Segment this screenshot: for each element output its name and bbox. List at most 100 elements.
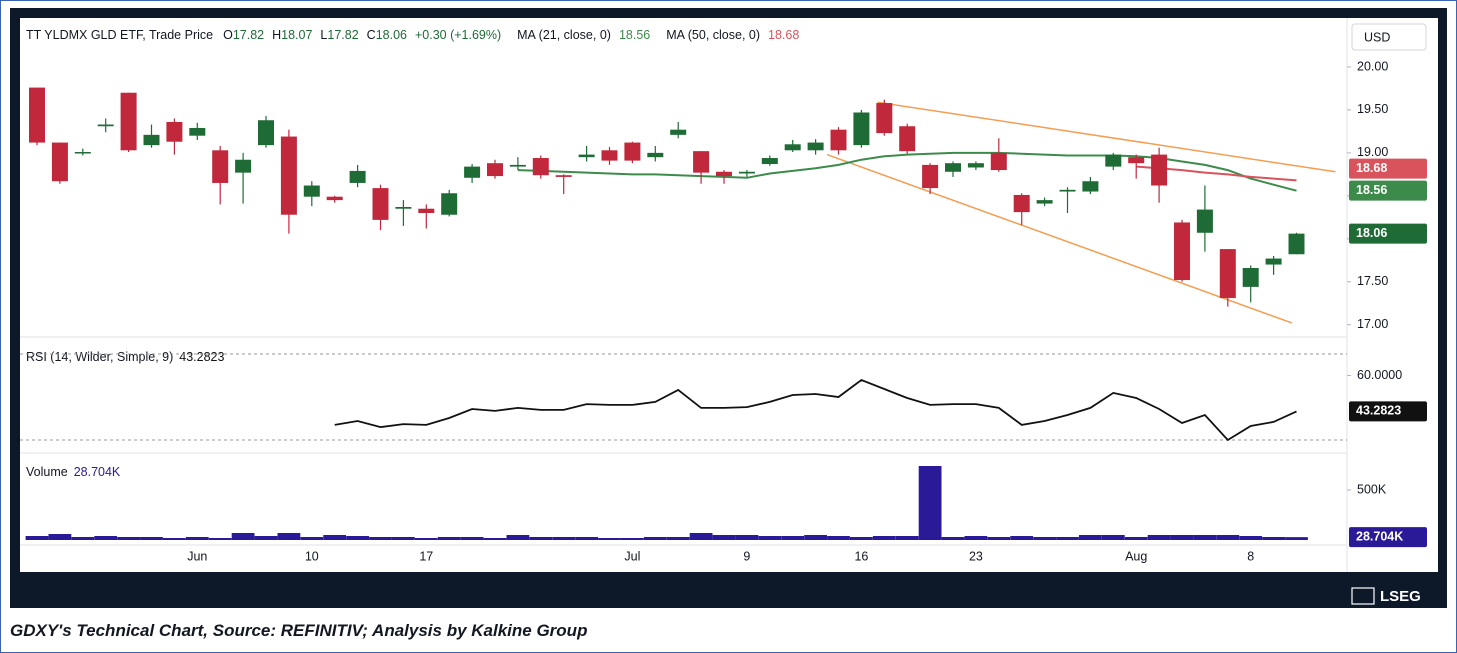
candle-body	[532, 158, 549, 176]
last-value-box	[1349, 180, 1427, 201]
candle-body	[922, 164, 939, 189]
brand: LSEG	[1380, 588, 1421, 605]
y-tick-label: 19.50	[1357, 102, 1388, 116]
volume-bar	[1147, 535, 1171, 540]
volume-bar	[117, 537, 140, 540]
candle-body	[372, 188, 389, 220]
volume-bar	[552, 537, 576, 540]
candle-body	[1128, 157, 1145, 164]
legend-name: MA (50, close, 0)	[666, 28, 760, 42]
brand-logo: LSEG	[1351, 587, 1421, 605]
volume-bar	[323, 535, 347, 540]
ohlc-value: 17.82	[327, 28, 358, 42]
legend-title: RSI (14, Wilder, Simple, 9)	[26, 350, 173, 364]
volume-bar	[254, 536, 278, 540]
candle-body	[555, 175, 572, 177]
x-tick-label: Aug	[1125, 549, 1147, 563]
candle-body	[1036, 200, 1053, 204]
legend-title: TT YLDMX GLD ETF, Trade Price	[26, 28, 213, 42]
volume-bar	[804, 535, 827, 540]
volume-bar	[712, 535, 736, 540]
y-tick-label: 19.00	[1357, 145, 1388, 159]
change: +0.30 (+1.69%)	[415, 28, 501, 42]
last-value-label: 18.68	[1356, 161, 1387, 175]
last-value-label: 28.704K	[1356, 529, 1403, 543]
volume-bar	[1056, 537, 1079, 540]
trendline	[877, 101, 1336, 173]
indicator-line	[334, 378, 1297, 442]
caption: GDXY's Technical Chart, Source: REFINITI…	[10, 621, 587, 640]
volume-bar	[1033, 537, 1056, 540]
volume-bar	[392, 537, 415, 540]
volume-bar	[529, 537, 553, 540]
candle-body	[1288, 233, 1305, 255]
volume-bar	[346, 536, 369, 540]
currency: USD	[1364, 30, 1390, 44]
candle-body	[258, 120, 274, 146]
candle-body	[143, 134, 160, 146]
volume-bar	[621, 538, 644, 540]
volume-bar	[483, 538, 507, 540]
volume-bar	[918, 466, 942, 540]
candle-body	[166, 121, 183, 142]
candle-body	[716, 171, 732, 177]
candle-body	[29, 87, 45, 143]
ohlc-prefix: O	[223, 28, 233, 42]
volume-bar	[300, 537, 324, 540]
candle-body	[395, 206, 412, 209]
candle-body	[990, 152, 1007, 171]
candle-body	[280, 136, 297, 215]
x-tick-label: Jun	[187, 549, 207, 563]
y-tick-label: 17.00	[1357, 317, 1388, 331]
candle-body	[441, 193, 458, 215]
volume-bar	[506, 535, 530, 540]
volume-bar	[598, 538, 621, 540]
candle-body	[830, 129, 847, 151]
last-value-box	[1349, 158, 1427, 179]
volume-bar	[987, 537, 1011, 540]
volume-bar	[94, 536, 118, 540]
candle-body	[624, 142, 641, 161]
pane-legend: Volume 28.704K	[26, 465, 121, 479]
ohlc-prefix: L	[320, 28, 327, 42]
x-tick-label: 17	[419, 549, 433, 563]
volume-bar	[1285, 537, 1308, 540]
volume-bar	[1101, 535, 1125, 540]
volume-bar	[414, 538, 438, 540]
candle-body	[74, 152, 91, 154]
volume-bar	[872, 536, 896, 540]
volume-bar	[1216, 535, 1240, 540]
ohlc-prefix: H	[272, 28, 281, 42]
candle-body	[1059, 189, 1076, 192]
volume-bar	[1124, 537, 1148, 540]
volume-bar	[964, 536, 988, 540]
volume-bar	[689, 533, 713, 540]
volume-bar	[231, 533, 255, 540]
last-value-label: 18.56	[1356, 183, 1387, 197]
x-tick-label: 10	[305, 549, 319, 563]
candle-body	[578, 154, 595, 158]
x-tick-label: 16	[854, 549, 868, 563]
last-value-label: 18.06	[1356, 226, 1387, 240]
candle-body	[1219, 249, 1236, 299]
candle-body	[899, 126, 916, 152]
candle-body	[1242, 267, 1259, 287]
last-value-label: 43.2823	[1356, 404, 1401, 418]
candle-body	[120, 92, 137, 151]
volume-bar	[781, 536, 805, 540]
candle-body	[97, 124, 114, 127]
volume-bar	[48, 534, 72, 540]
legend-value: 43.2823	[179, 350, 224, 364]
volume-bar	[1193, 535, 1217, 540]
candle-body	[1265, 258, 1282, 265]
volume-bar	[575, 537, 598, 540]
volume-bar	[71, 537, 95, 540]
x-tick-label: Jul	[624, 549, 640, 563]
volume-bar	[1079, 535, 1102, 540]
chart-area	[20, 18, 1438, 572]
candle-body	[509, 164, 526, 167]
candle-body	[876, 103, 893, 134]
candle-body	[1196, 209, 1213, 233]
candle-body	[853, 112, 870, 146]
